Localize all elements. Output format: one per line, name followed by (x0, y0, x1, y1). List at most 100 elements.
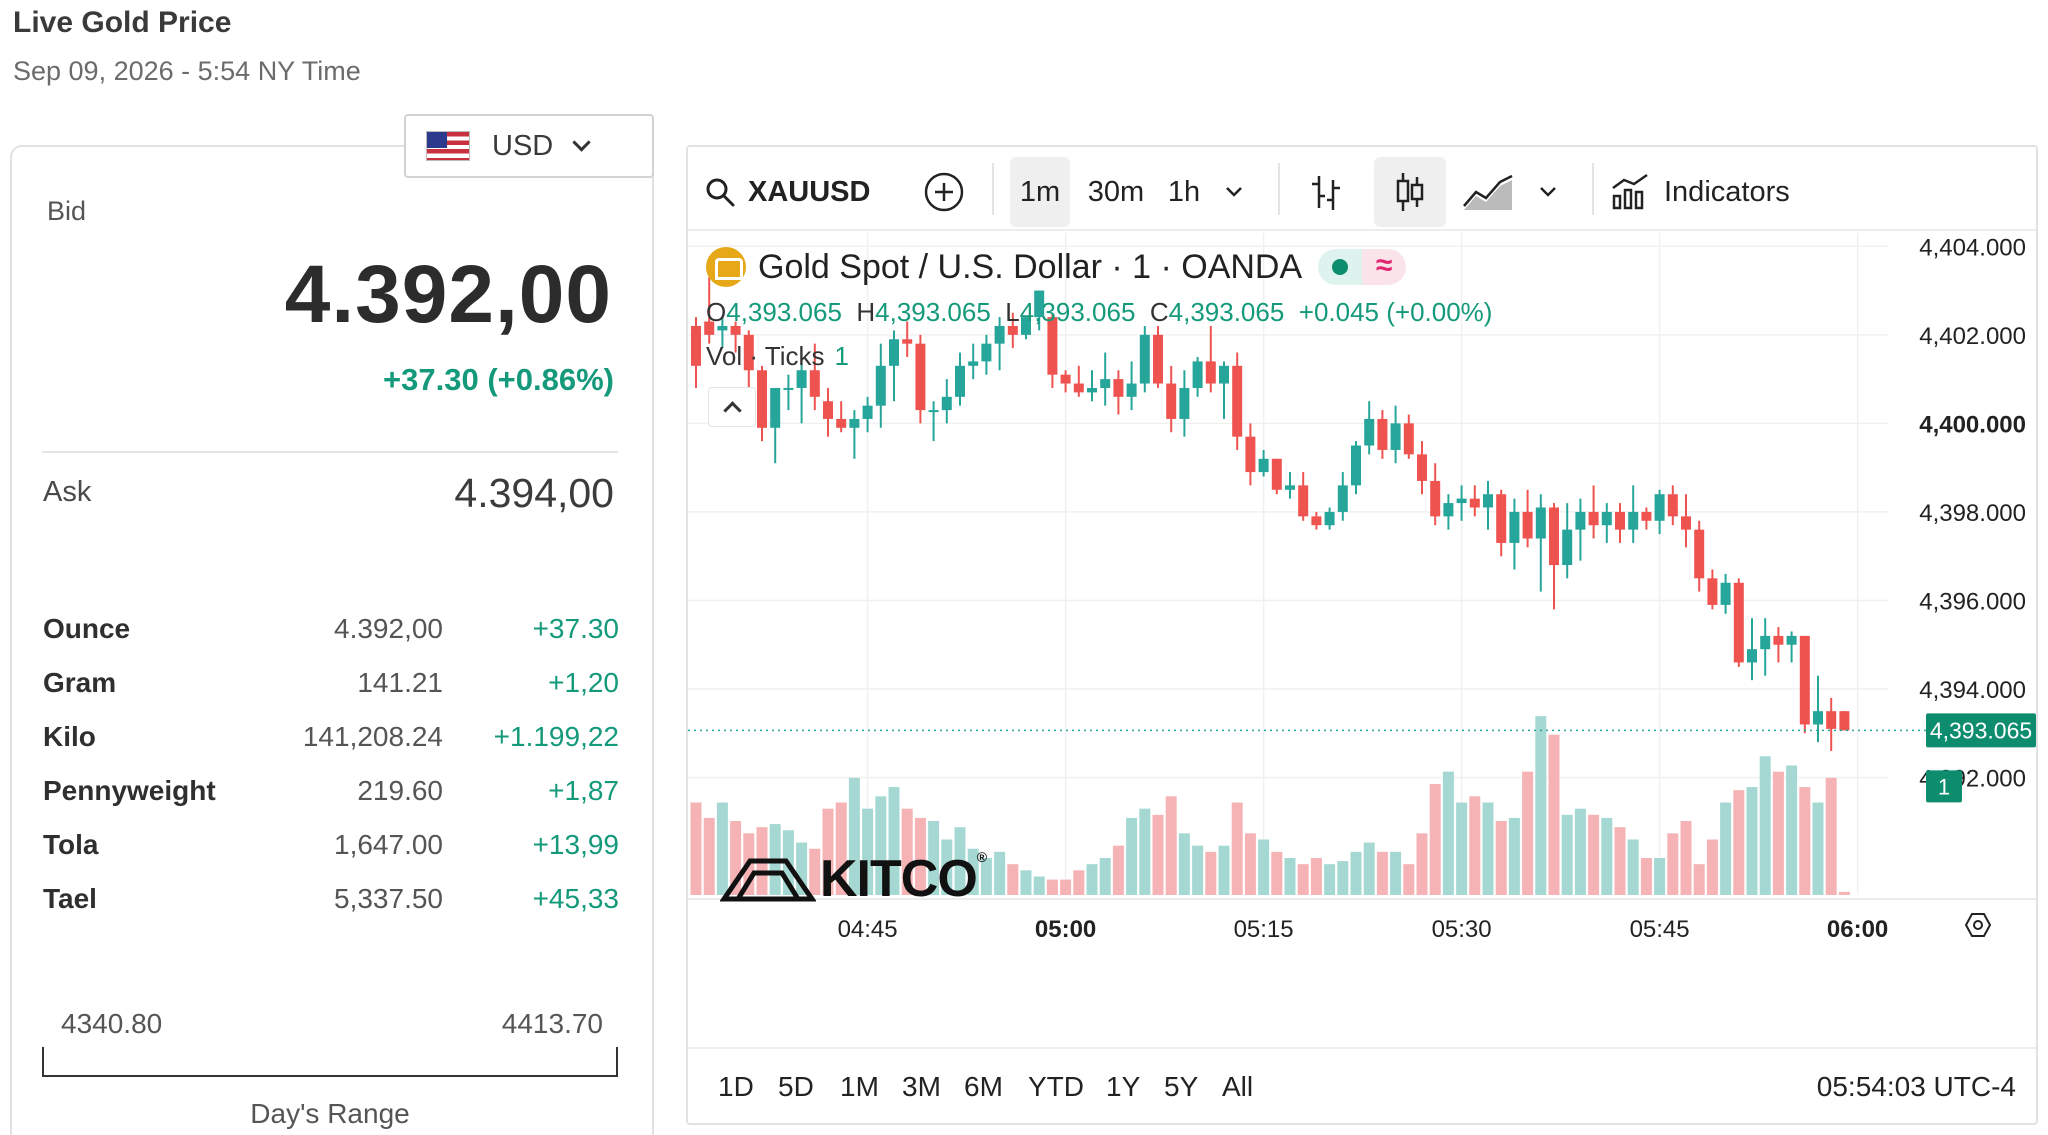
candle-body (1417, 454, 1427, 481)
candle-body (1034, 290, 1045, 318)
interval-1h[interactable]: 1h (1167, 175, 1201, 208)
indicators-button[interactable]: Indicators (1610, 157, 1822, 227)
range-1y[interactable]: 1Y (1106, 1071, 1141, 1102)
candle-body (955, 365, 965, 397)
candle-body (1139, 334, 1150, 384)
candle-body (1535, 507, 1546, 539)
volume-badge (1926, 770, 1962, 803)
ask-label: Ask (43, 476, 92, 508)
market-status-pill[interactable]: ≈ (1318, 249, 1407, 285)
volume-bar (809, 848, 821, 895)
page-title: Live Gold Price (13, 6, 232, 39)
x-axis-tick-label: 06:00 (1827, 916, 1888, 943)
candle-body (1021, 317, 1031, 335)
unit-name: Tael (43, 883, 97, 914)
range-1d[interactable]: 1D (718, 1071, 754, 1102)
unit-row-kilo: Kilo 141,208.24 +1.199,22 (43, 710, 619, 764)
price-chart[interactable]: 4,392.0004,394.0004,396.0004,398.0004,40… (688, 233, 2036, 1045)
candle-body (1562, 529, 1573, 566)
interval-1m[interactable]: 1m (1010, 157, 1070, 227)
days-range-caption: Day's Range (250, 1098, 410, 1129)
collapse-legend-button[interactable] (708, 387, 756, 427)
range-ytd[interactable]: YTD (1028, 1071, 1084, 1102)
unit-change: +37.30 (532, 613, 619, 644)
volume-bar (875, 796, 887, 895)
volume-bar (1469, 796, 1481, 895)
unit-price: 4.392,00 (334, 613, 443, 644)
gold-symbol-icon (706, 247, 746, 287)
symbol-description: Gold Spot / U.S. Dollar · 1 · OANDA (758, 247, 1303, 286)
currency-select[interactable]: USD (404, 114, 654, 178)
symbol-search-button[interactable]: XAUUSD (704, 157, 884, 227)
volume-bar (1482, 802, 1494, 895)
candle-body (1549, 507, 1559, 566)
candle-body (1786, 635, 1797, 645)
volume-bar (1020, 870, 1032, 895)
range-all[interactable]: All (1222, 1071, 1254, 1102)
volume-bar (1693, 864, 1705, 895)
candle-body (1113, 379, 1124, 397)
chevron-down-icon (1540, 187, 1556, 197)
volume-bar (1205, 851, 1217, 895)
volume-bar (1706, 839, 1718, 895)
bid-change: +37.30 (+0.86%) (383, 362, 614, 397)
volume-bar (1244, 833, 1256, 895)
volume-badge-label: 1 (1938, 774, 1950, 799)
volume-bar (1456, 802, 1468, 895)
compare-symbol-button[interactable] (916, 157, 972, 227)
volume-bar (994, 851, 1006, 895)
candle-body (1641, 511, 1652, 521)
unit-change: +1,20 (548, 667, 619, 698)
volume-bar (1548, 734, 1560, 895)
candle-body (928, 410, 939, 413)
candle-body (1681, 516, 1691, 530)
y-axis-tick-label: 4,404.000 (1919, 234, 2026, 261)
range-5d[interactable]: 5D (778, 1071, 814, 1102)
range-5y[interactable]: 5Y (1164, 1071, 1199, 1102)
last-price-label: 4,393.065 (1930, 717, 2032, 743)
bid-price: 4.392,00 (284, 249, 612, 340)
volume-bar (1772, 771, 1784, 895)
candle-body (994, 325, 1005, 344)
candle-body (770, 387, 781, 428)
volume-bar (1588, 814, 1600, 895)
toolbar-separator (1278, 163, 1280, 215)
chart-clock: 05:54:03 UTC-4 (1816, 1071, 2016, 1102)
toolbar-separator (992, 163, 994, 215)
volume-bar (1746, 787, 1758, 895)
chart-style-dropdown[interactable] (1526, 157, 1570, 227)
volume-bar (980, 858, 992, 895)
ask-price: 4.394,00 (454, 470, 614, 516)
unit-price-table: Ounce 4.392,00 +37.30 Gram 141.21 +1,20 … (43, 602, 619, 926)
range-1m[interactable]: 1M (840, 1071, 879, 1102)
volume-bar (1733, 790, 1745, 895)
ohlc-readout: O4,393.065 H4,393.065 L4,393.065 C4,393.… (706, 297, 1493, 327)
candle-body (1456, 498, 1467, 504)
volume-bar (835, 802, 847, 895)
volume-bar (1522, 771, 1534, 895)
candle-body (1443, 503, 1454, 517)
interval-dropdown[interactable] (1212, 157, 1256, 227)
change-value: +0.045 (+0.00%) (1298, 297, 1493, 327)
unit-name: Kilo (43, 721, 96, 752)
candle-body (1403, 423, 1414, 455)
currency-label: USD (492, 129, 554, 162)
candle-body (1430, 480, 1441, 517)
interval-30m[interactable]: 30m (1087, 175, 1145, 208)
unit-name: Gram (43, 667, 117, 698)
candle-body (915, 343, 926, 411)
range-6m[interactable]: 6M (964, 1071, 1003, 1102)
plus-circle-icon (924, 172, 964, 212)
search-icon (706, 178, 735, 207)
volume-bar (1680, 821, 1692, 895)
candles-style-button[interactable] (1374, 157, 1446, 227)
candle-body (743, 334, 754, 371)
candle-body (1337, 485, 1348, 512)
y-axis-tick-label: 4,394.000 (1919, 677, 2026, 704)
volume-bar (1178, 833, 1190, 895)
candle-body (1390, 423, 1401, 450)
area-style-button[interactable] (1458, 157, 1518, 227)
bar-style-button[interactable] (1296, 157, 1356, 227)
volume-bar (1060, 879, 1072, 895)
range-3m[interactable]: 3M (902, 1071, 941, 1102)
